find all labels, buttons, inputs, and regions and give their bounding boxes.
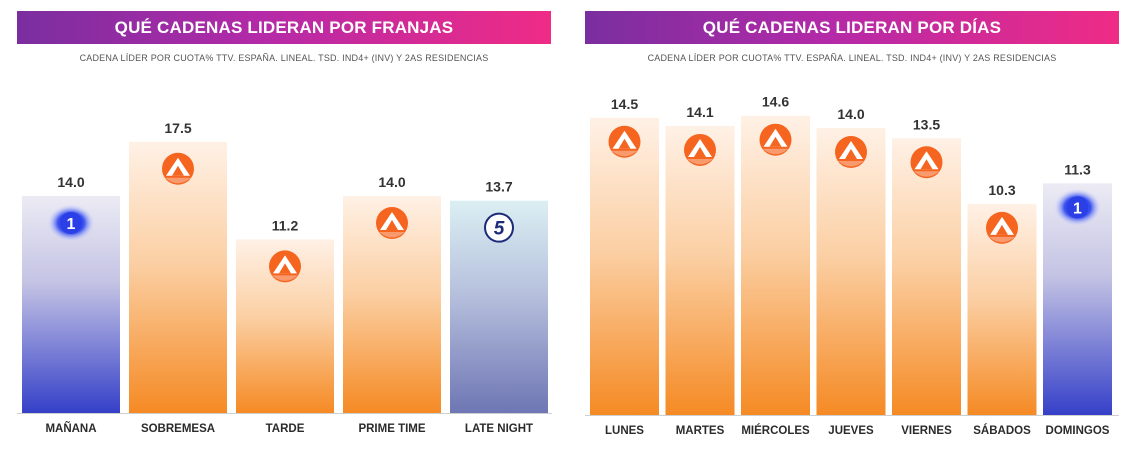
bar-viernes	[892, 138, 961, 415]
dias-panel: QUÉ CADENAS LIDERAN POR DÍAS CADENA LÍDE…	[567, 0, 1134, 455]
antena3-logo-icon	[986, 211, 1018, 244]
value-label-martes: 14.1	[686, 104, 713, 120]
bar-martes	[665, 125, 735, 415]
category-label-prime-time: PRIME TIME	[358, 423, 425, 435]
bar-jueves	[816, 128, 886, 415]
svg-text:1: 1	[1073, 200, 1082, 217]
bar-lunes	[590, 117, 659, 415]
category-label-domingos: DOMINGOS	[1046, 425, 1110, 437]
antena3-logo-icon	[684, 133, 716, 166]
antena3-logo-icon	[608, 125, 641, 158]
category-label-sabados: SÁBADOS	[973, 424, 1031, 437]
category-label-tarde: TARDE	[266, 423, 305, 435]
telecinco-logo-icon: 5	[484, 212, 514, 243]
value-label-sabados: 10.3	[988, 182, 1015, 198]
value-label-prime-time: 14.0	[378, 174, 405, 190]
bar-miercoles	[741, 115, 810, 415]
antena3-logo-icon	[835, 136, 867, 168]
value-label-jueves: 14.0	[837, 106, 864, 122]
category-label-jueves: JUEVES	[828, 425, 874, 437]
franjas-bar-chart: 14.0 MAÑANA 1 17.5 SOBREMESA 11.2 TARDE 14.0 PRI…	[17, 120, 552, 435]
value-label-domingos: 11.3	[1064, 161, 1091, 177]
value-label-sobremesa: 17.5	[164, 120, 191, 136]
category-label-viernes: VIERNES	[901, 425, 952, 437]
dias-bar-chart: 14.5 LUNES 14.1 MARTES 14.6 MIÉRCOLES 14.0 JUEV…	[585, 94, 1119, 437]
antena3-logo-icon	[269, 250, 301, 283]
antena3-logo-icon	[759, 123, 792, 156]
value-label-manana: 14.0	[57, 174, 84, 190]
value-label-tarde: 11.2	[272, 217, 299, 233]
category-label-lunes: LUNES	[605, 425, 644, 437]
svg-text:5: 5	[494, 219, 505, 240]
category-label-sobremesa: SOBREMESA	[141, 423, 215, 435]
bar-sobremesa	[129, 141, 227, 413]
antena3-logo-icon	[376, 207, 408, 239]
antena3-logo-icon	[910, 146, 943, 179]
dias-title: QUÉ CADENAS LIDERAN POR DÍAS	[585, 11, 1119, 44]
la1-logo-icon: 1	[1053, 188, 1102, 227]
franjas-panel: QUÉ CADENAS LIDERAN POR FRANJAS CADENA L…	[0, 0, 560, 455]
category-label-miercoles: MIÉRCOLES	[741, 424, 810, 437]
value-label-viernes: 13.5	[913, 116, 940, 132]
franjas-subtitle: CADENA LÍDER POR CUOTA% TTV. ESPAÑA. LIN…	[79, 53, 489, 63]
value-label-late-night: 13.7	[485, 179, 512, 195]
value-label-lunes: 14.5	[611, 96, 638, 112]
category-label-late-night: LATE NIGHT	[465, 423, 533, 435]
la1-logo-icon: 1	[47, 204, 95, 242]
dias-subtitle: CADENA LÍDER POR CUOTA% TTV. ESPAÑA. LIN…	[647, 53, 1057, 63]
svg-text:1: 1	[67, 216, 76, 233]
category-label-martes: MARTES	[676, 425, 725, 437]
antena3-logo-icon	[162, 152, 194, 185]
value-label-miercoles: 14.6	[762, 94, 789, 110]
category-label-manana: MAÑANA	[45, 422, 96, 435]
franjas-title: QUÉ CADENAS LIDERAN POR FRANJAS	[17, 11, 551, 44]
